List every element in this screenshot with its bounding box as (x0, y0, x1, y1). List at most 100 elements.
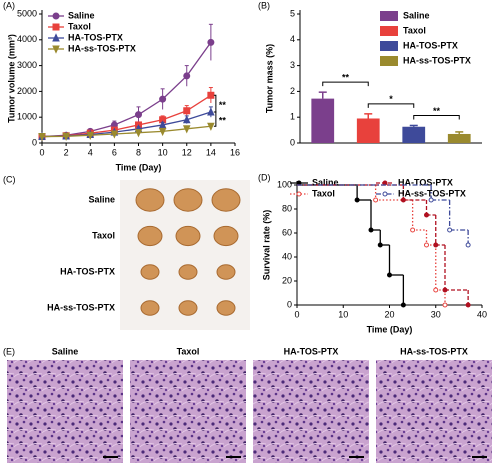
legend-swatch (380, 56, 398, 66)
image-title: HA-ss-TOS-PTX (400, 346, 468, 356)
tumor (173, 188, 203, 212)
x-tick-label: 16 (230, 147, 240, 157)
y-tick-label: 4000 (17, 34, 37, 44)
legend-marker (382, 191, 388, 197)
marker (442, 287, 448, 293)
x-tick-label: 14 (206, 147, 216, 157)
annotation: * (389, 94, 393, 104)
marker (387, 272, 392, 278)
panel-label: (A) (3, 0, 15, 10)
y-tick-label: 40 (282, 251, 292, 261)
x-tick-label: 30 (431, 309, 441, 319)
bar (311, 98, 335, 143)
row-label: HA-TOS-PTX (60, 266, 115, 276)
x-tick-label: 20 (384, 309, 394, 319)
y-tick-label: 5000 (17, 8, 37, 18)
row-label: HA-ss-TOS-PTX (47, 302, 115, 312)
x-tick-label: 10 (338, 309, 348, 319)
x-tick-label: 8 (136, 147, 141, 157)
y-axis-label: Tumor volume (mm³) (6, 34, 16, 123)
row-label: Saline (88, 194, 115, 204)
tumor (175, 225, 201, 247)
image-title: Saline (52, 346, 79, 356)
marker (424, 212, 429, 218)
marker (207, 38, 215, 46)
tumor (135, 188, 165, 212)
x-axis-label: Time (Day) (116, 162, 162, 172)
tumor (137, 225, 163, 247)
marker (207, 107, 215, 116)
marker (52, 33, 60, 42)
y-axis-label: Tumor mass (%) (264, 44, 274, 113)
significance-bracket (413, 114, 460, 120)
marker (373, 197, 379, 203)
y-tick-label: 80 (282, 203, 292, 213)
y-tick-label: 0 (287, 299, 292, 309)
x-tick-label: 0 (294, 309, 299, 319)
marker (428, 197, 434, 203)
y-tick-label: 3000 (17, 60, 37, 70)
marker (410, 227, 416, 233)
x-tick-label: 12 (182, 147, 192, 157)
bar (447, 133, 471, 143)
legend-label: Saline (312, 177, 339, 187)
y-tick-label: 1 (290, 112, 295, 122)
panel-label: (C) (3, 174, 16, 184)
x-tick-label: 4 (88, 147, 93, 157)
annotation: ** (342, 73, 350, 83)
y-axis-label: Survival rate (%) (261, 210, 271, 281)
marker (433, 242, 439, 248)
marker (442, 302, 448, 308)
tumor (216, 264, 236, 280)
significance-bracket (213, 111, 217, 127)
legend-label: HA-ss-TOS-PTX (68, 43, 136, 53)
marker (183, 107, 191, 115)
y-tick-label: 2000 (17, 86, 37, 96)
legend-label: Taxol (312, 188, 335, 198)
histology-image (376, 360, 492, 463)
marker (86, 131, 95, 140)
y-tick-label: 60 (282, 227, 292, 237)
annotation: ** (219, 100, 227, 110)
histology-panel: (E) (3, 346, 15, 356)
tumor (213, 225, 239, 247)
marker (465, 242, 471, 248)
marker (354, 197, 360, 203)
marker (38, 133, 46, 142)
row-label: Taxol (92, 230, 115, 240)
marker (368, 227, 374, 233)
marker (183, 72, 191, 80)
legend-marker (296, 191, 302, 197)
tumor (178, 264, 198, 280)
significance-bracket (367, 103, 415, 108)
tumor (178, 300, 198, 316)
legend-label: HA-TOS-PTX (403, 40, 458, 50)
legend-label: HA-ss-TOS-PTX (403, 55, 471, 65)
tumor (140, 300, 160, 316)
legend-label: HA-TOS-PTX (68, 32, 123, 42)
legend-swatch (380, 11, 398, 21)
marker (400, 302, 406, 308)
legend-label: Taxol (403, 25, 426, 35)
y-tick-label: 0 (32, 137, 37, 147)
x-tick-label: 10 (158, 147, 168, 157)
marker (52, 45, 60, 54)
x-tick-label: 0 (39, 147, 44, 157)
image-title: Taxol (177, 346, 200, 356)
image-title: HA-TOS-PTX (284, 346, 339, 356)
x-tick-label: 2 (64, 147, 69, 157)
y-tick-label: 3 (290, 60, 295, 70)
y-tick-label: 5 (290, 8, 295, 18)
legend-label: HA-ss-TOS-PTX (398, 188, 466, 198)
tumor (216, 300, 236, 316)
tumor (211, 188, 241, 212)
legend-swatch (380, 26, 398, 36)
marker (62, 132, 70, 141)
y-tick-label: 100 (277, 179, 292, 189)
significance-bracket (322, 81, 369, 87)
marker (110, 130, 119, 139)
marker (52, 23, 60, 31)
y-tick-label: 4 (290, 34, 295, 44)
panel-label: (D) (258, 172, 271, 182)
